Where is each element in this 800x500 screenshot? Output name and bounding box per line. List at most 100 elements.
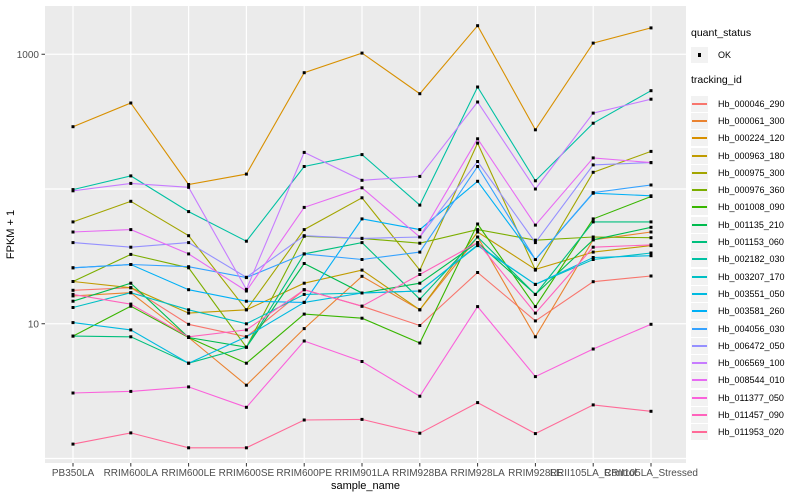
data-point: [591, 217, 595, 221]
data-point: [649, 220, 653, 224]
legend-item-label: OK: [718, 50, 732, 60]
line-key-icon: [691, 112, 708, 129]
data-point: [649, 322, 653, 326]
data-point: [533, 241, 537, 245]
data-point: [476, 235, 480, 239]
data-point: [187, 311, 191, 315]
data-point: [476, 243, 480, 247]
data-point: [533, 258, 537, 261]
legend-item-Hb_001153_060: Hb_001153_060: [691, 233, 799, 251]
data-point: [187, 252, 191, 256]
data-point: [533, 319, 537, 323]
data-point: [302, 300, 306, 304]
data-point: [591, 121, 595, 125]
legend-item-label: Hb_006569_100: [718, 358, 785, 369]
data-point: [533, 375, 537, 379]
data-point: [244, 172, 248, 176]
data-point: [129, 101, 133, 105]
y-tick-label: 1000: [17, 50, 40, 61]
data-point: [71, 125, 75, 129]
legend-item-Hb_000975_300: Hb_000975_300: [691, 164, 799, 181]
data-point: [649, 89, 653, 93]
data-point: [244, 361, 248, 365]
legend-item-label: Hb_004056_030: [718, 323, 785, 334]
data-point: [244, 287, 248, 291]
data-point: [649, 149, 653, 153]
data-point: [187, 241, 191, 245]
legend-item-label: Hb_000963_180: [718, 150, 785, 161]
data-point: [129, 291, 133, 295]
data-point: [244, 405, 248, 409]
legend-item-Hb_011457_090: Hb_011457_090: [691, 406, 799, 423]
data-point: [649, 26, 653, 30]
legend-tracking-id-title: tracking_id: [691, 74, 742, 86]
data-point: [129, 328, 133, 332]
x-tick-label: RRII105LA_Stressed: [604, 468, 698, 479]
x-tick-label: RRIM928LA: [450, 468, 505, 479]
plot-panel-background: [45, 6, 686, 463]
legend-item-Hb_000963_180: Hb_000963_180: [691, 147, 799, 164]
x-tick-label: RRII105LA_Control: [550, 468, 637, 479]
data-point: [476, 24, 480, 28]
data-point: [71, 334, 75, 338]
data-point: [591, 156, 595, 160]
legend-item-label: Hb_011953_020: [718, 427, 784, 438]
data-point: [476, 165, 480, 168]
data-point: [533, 268, 537, 272]
legend-quant-status-title: quant_status: [691, 27, 752, 39]
line-key-icon: [691, 95, 708, 112]
data-point: [649, 254, 653, 258]
data-point: [649, 409, 653, 413]
data-point: [649, 243, 653, 247]
data-point: [476, 141, 480, 145]
data-point: [591, 170, 595, 174]
data-point: [418, 308, 422, 312]
data-point: [476, 100, 480, 104]
line-key-icon: [691, 268, 708, 285]
x-tick-label: RRIM901LA: [335, 468, 390, 479]
data-point: [129, 302, 133, 306]
legend-item-Hb_003207_170: Hb_003207_170: [691, 268, 799, 285]
data-point: [649, 194, 653, 198]
data-point: [360, 258, 364, 261]
data-point: [129, 286, 133, 290]
data-point: [302, 205, 306, 209]
data-point: [476, 179, 480, 183]
data-point: [418, 281, 422, 285]
data-point: [129, 281, 133, 285]
x-tick-label: RRIM600LA: [104, 468, 159, 479]
data-point: [302, 327, 306, 331]
data-point: [244, 335, 248, 339]
data-point: [187, 446, 191, 450]
data-point: [71, 292, 75, 296]
data-point: [533, 238, 537, 242]
data-point: [244, 239, 248, 243]
data-point: [71, 241, 75, 245]
data-point: [129, 335, 133, 339]
line-key-icon: [691, 130, 708, 147]
data-point: [360, 217, 364, 221]
data-point: [187, 185, 191, 189]
data-point: [302, 262, 306, 265]
legend-item-Hb_001008_090: Hb_001008_090: [691, 199, 799, 216]
x-tick-label: RRIM928BA: [392, 468, 448, 479]
data-point: [360, 236, 364, 240]
data-point: [244, 289, 248, 293]
data-point: [591, 163, 595, 167]
data-point: [187, 308, 191, 312]
data-point: [129, 245, 133, 249]
line-key-icon: [691, 337, 708, 354]
data-point: [476, 160, 480, 163]
data-point: [649, 230, 653, 234]
data-point: [591, 111, 595, 115]
line-key-icon: [691, 234, 708, 251]
data-point: [360, 360, 364, 363]
data-point: [302, 418, 306, 422]
legend-item-Hb_011377_050: Hb_011377_050: [691, 389, 799, 406]
legend-item-Hb_002182_030: Hb_002182_030: [691, 251, 799, 268]
data-point: [533, 432, 537, 436]
data-point: [533, 292, 537, 296]
legend-item-label: Hb_001008_090: [718, 202, 785, 213]
data-point: [360, 417, 364, 421]
